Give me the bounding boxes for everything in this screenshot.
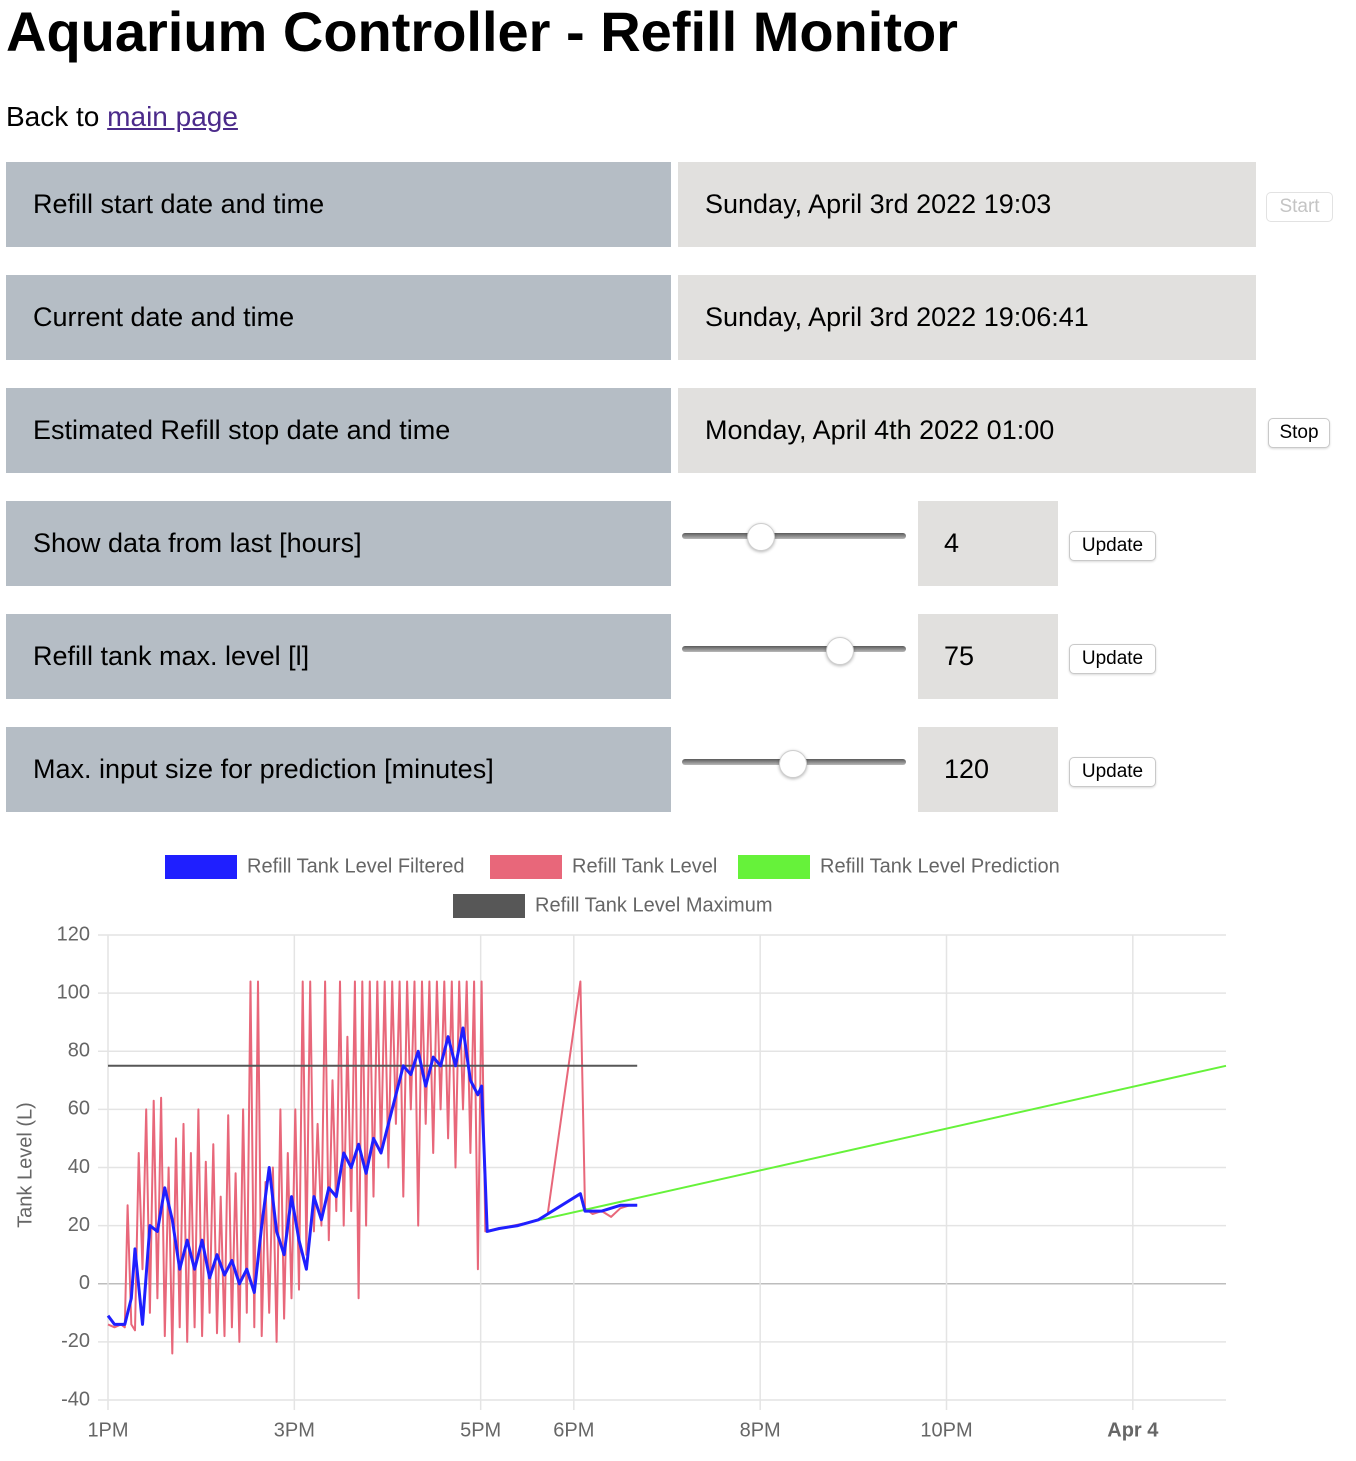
x-tick-label: 1PM <box>87 1419 128 1441</box>
main-page-link[interactable]: main page <box>107 101 238 132</box>
row-label: Current date and time <box>6 275 671 360</box>
x-tick-label: 5PM <box>460 1419 501 1441</box>
control-value: 75 <box>918 614 1058 699</box>
y-tick-label: -20 <box>61 1330 90 1352</box>
nav-text: Back to <box>6 101 100 132</box>
control-label: Max. input size for prediction [minutes] <box>6 727 671 812</box>
control-value: 120 <box>918 727 1058 812</box>
y-tick-label: -40 <box>61 1388 90 1410</box>
y-tick-label: 80 <box>68 1040 90 1062</box>
chart: Tank Level (L) -40 -20 0 20 40 60 80 100 120 1PM 3… <box>14 855 1227 1441</box>
legend-label: Refill Tank Level Maximum <box>535 894 773 916</box>
control-label: Show data from last [hours] <box>6 501 671 586</box>
update-button[interactable]: Update <box>1069 531 1156 561</box>
y-tick-label: 100 <box>57 981 90 1003</box>
row-label: Estimated Refill stop date and time <box>6 388 671 473</box>
slider-thumb[interactable] <box>779 750 807 778</box>
y-tick-label: 60 <box>68 1098 90 1120</box>
slider-thumb[interactable] <box>826 637 854 665</box>
legend-swatch <box>453 894 525 918</box>
y-tick-label: 0 <box>79 1272 90 1294</box>
update-button[interactable]: Update <box>1069 757 1156 787</box>
slider-thumb[interactable] <box>747 523 775 551</box>
legend-label: Refill Tank Level Prediction <box>820 855 1060 877</box>
x-tick-label: Apr 4 <box>1107 1419 1159 1441</box>
x-tick-label: 10PM <box>920 1419 972 1441</box>
legend-swatch <box>165 855 237 879</box>
row-value: Sunday, April 3rd 2022 19:03 <box>678 162 1256 247</box>
legend-label: Refill Tank Level Filtered <box>247 855 465 877</box>
slider[interactable] <box>682 646 906 652</box>
start-button: Start <box>1266 192 1333 222</box>
control-label: Refill tank max. level [l] <box>6 614 671 699</box>
line <box>106 1026 638 1326</box>
x-tick-label: 6PM <box>553 1419 594 1441</box>
x-tick-label: 8PM <box>740 1419 781 1441</box>
nav: Back to main page <box>6 100 238 134</box>
x-tick-label: 3PM <box>274 1419 315 1441</box>
page-title: Aquarium Controller - Refill Monitor <box>6 0 958 63</box>
line <box>107 980 638 1355</box>
row-label: Refill start date and time <box>6 162 671 247</box>
stop-button[interactable]: Stop <box>1268 418 1330 448</box>
update-button[interactable]: Update <box>1069 644 1156 674</box>
y-tick-label: 40 <box>68 1156 90 1178</box>
y-tick-label: 20 <box>68 1214 90 1236</box>
legend-label: Refill Tank Level <box>572 855 717 877</box>
line <box>540 1064 1227 1221</box>
control-value: 4 <box>918 501 1058 586</box>
slider[interactable] <box>682 533 906 539</box>
row-value: Sunday, April 3rd 2022 19:06:41 <box>678 275 1256 360</box>
row-value: Monday, April 4th 2022 01:00 <box>678 388 1256 473</box>
y-tick-label: 120 <box>57 923 90 945</box>
legend-swatch <box>738 855 810 879</box>
legend-swatch <box>490 855 562 879</box>
y-axis-title: Tank Level (L) <box>14 1102 36 1228</box>
